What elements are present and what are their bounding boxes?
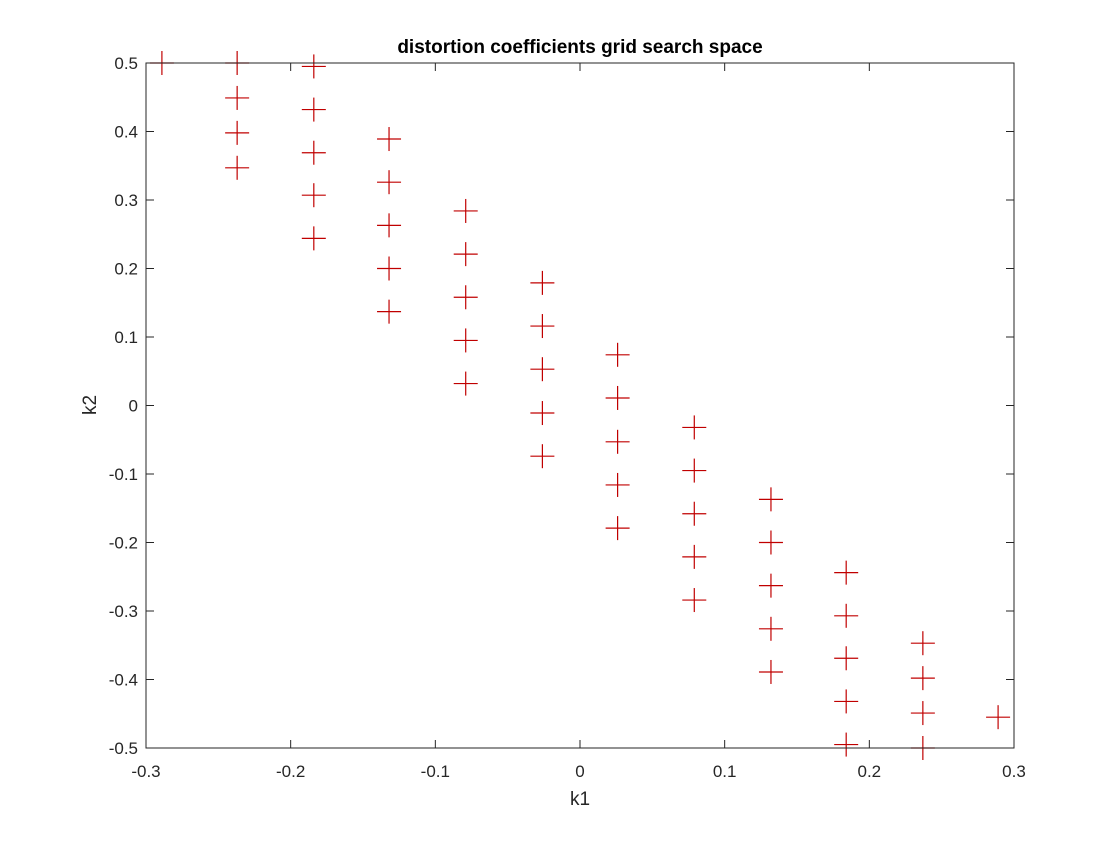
plus-marker [834,689,859,714]
plus-marker [605,429,630,454]
plus-marker [758,487,783,512]
plus-marker [682,588,707,613]
plus-marker [834,560,859,585]
plus-marker [225,85,250,110]
plus-marker [377,127,402,152]
plus-marker [530,357,555,382]
plus-marker [377,170,402,195]
plus-marker [682,458,707,483]
y-tick-label: 0 [129,397,138,416]
x-axis-ticks: -0.3 -0.2 -0.1 0 0.1 0.2 0.3 [131,63,1026,781]
plus-marker [453,328,478,353]
plus-marker [910,666,935,691]
x-tick-label: -0.2 [276,762,305,781]
plus-marker [682,544,707,569]
plus-marker [605,342,630,367]
plus-marker [453,285,478,310]
x-tick-label: 0.1 [713,762,737,781]
plus-marker [758,616,783,641]
plus-marker [301,226,326,251]
plus-marker [605,385,630,410]
y-tick-label: 0.2 [114,260,138,279]
y-tick-label: -0.2 [109,534,138,553]
plus-marker [834,603,859,628]
y-tick-label: -0.4 [109,671,138,690]
plus-marker [301,97,326,122]
plus-marker [758,659,783,684]
plus-marker [453,371,478,396]
y-tick-label: 0.3 [114,191,138,210]
y-axis-label: k2 [80,395,101,415]
y-tick-label: -0.5 [109,739,138,758]
plus-marker [758,530,783,555]
plus-marker [834,646,859,671]
x-tick-label: -0.1 [421,762,450,781]
plot-area [146,63,1014,748]
plus-marker [910,701,935,726]
plus-marker [530,270,555,295]
plus-marker [986,705,1011,730]
plus-marker [453,242,478,267]
plus-marker [605,472,630,497]
chart-title: distortion coefficients grid search spac… [397,37,762,58]
x-tick-label: 0.3 [1002,762,1026,781]
plus-marker [530,444,555,469]
plus-marker [530,314,555,339]
x-tick-label: 0.2 [858,762,882,781]
y-tick-label: 0.1 [114,328,138,347]
y-axis-ticks: -0.5 -0.4 -0.3 -0.2 -0.1 0 0.1 0.2 0.3 0.4 0.5 [109,54,1014,758]
plus-marker [453,198,478,223]
plus-marker [225,155,250,180]
plus-marker [682,415,707,440]
plus-marker [301,54,326,79]
x-tick-label: 0 [575,762,584,781]
y-tick-label: -0.3 [109,602,138,621]
plus-marker [301,140,326,165]
plus-marker [834,732,859,757]
y-tick-label: 0.5 [114,54,138,73]
y-tick-label: 0.4 [114,123,138,142]
plus-marker [530,401,555,426]
plus-marker [605,516,630,541]
data-markers [149,51,1011,760]
plus-marker [301,183,326,208]
y-tick-label: -0.1 [109,465,138,484]
plus-marker [910,631,935,656]
plus-marker [758,573,783,598]
plus-marker [377,213,402,238]
plus-marker [682,501,707,526]
plus-marker [225,120,250,145]
x-tick-label: -0.3 [131,762,160,781]
plus-marker [377,256,402,281]
plus-marker [377,299,402,324]
x-axis-label: k1 [570,789,590,810]
